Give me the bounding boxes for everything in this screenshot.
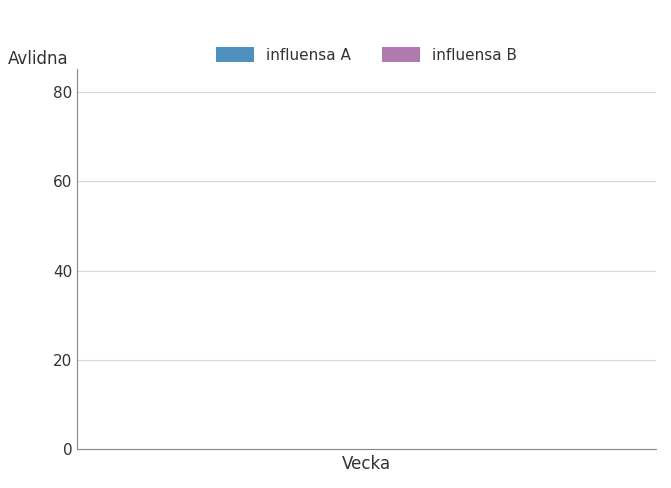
Text: Avlidna: Avlidna [8, 50, 68, 68]
Bar [0, 445, 11, 449]
Bar [667, 356, 671, 449]
X-axis label: Vecka: Vecka [342, 455, 391, 473]
Legend: influensa A, influensa B: influensa A, influensa B [209, 39, 525, 70]
Bar [13, 445, 30, 449]
